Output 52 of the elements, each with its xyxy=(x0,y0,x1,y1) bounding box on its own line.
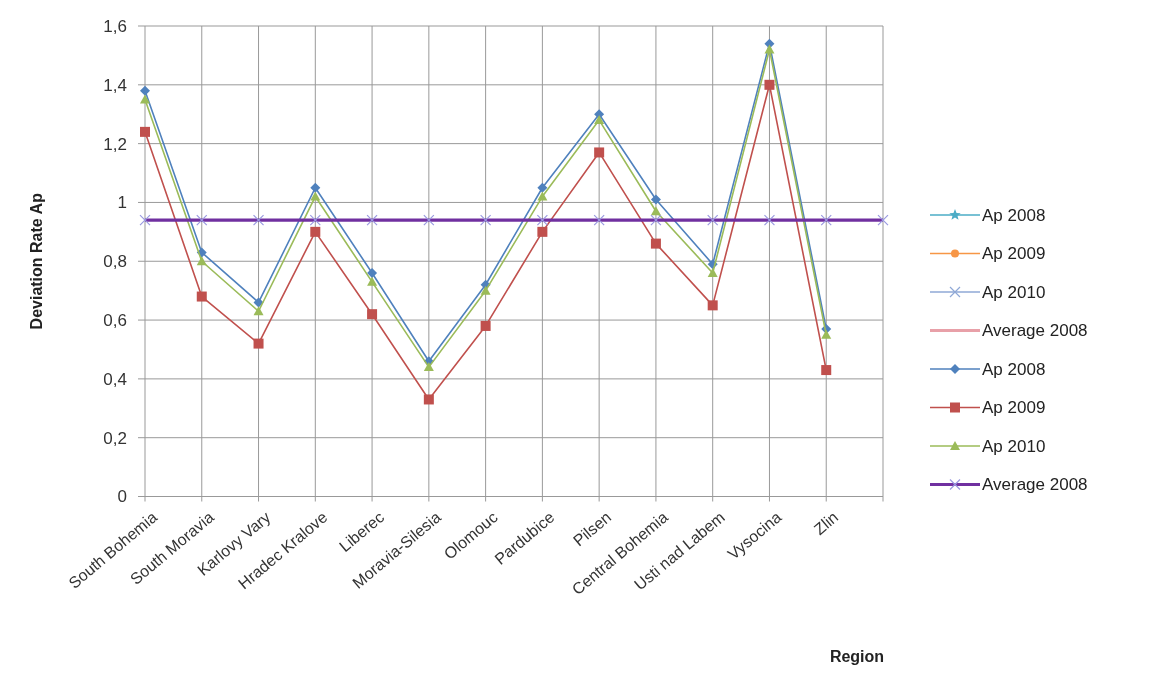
point xyxy=(367,276,378,286)
y-tick-label: 1 xyxy=(117,193,127,213)
point xyxy=(310,191,321,201)
point xyxy=(310,226,321,237)
point xyxy=(764,44,775,54)
point xyxy=(423,362,434,372)
point xyxy=(537,182,548,193)
point xyxy=(423,394,434,405)
point xyxy=(821,365,832,376)
point xyxy=(594,115,605,125)
point xyxy=(253,338,264,349)
point xyxy=(594,147,605,158)
y-tick-label: 1,2 xyxy=(103,134,127,154)
y-tick-label: 1,4 xyxy=(103,75,127,95)
point xyxy=(537,226,548,237)
point xyxy=(140,85,150,96)
legend-label: Ap 2008 xyxy=(982,205,1046,225)
x-axis-title: Region xyxy=(829,648,885,665)
legend-label: Ap 2010 xyxy=(982,282,1046,302)
legend-label: Ap 2009 xyxy=(982,244,1046,264)
point xyxy=(650,194,661,205)
point xyxy=(537,191,548,201)
point xyxy=(310,182,321,193)
legend-label: Ap 2008 xyxy=(982,359,1046,379)
legend-label: Average 2008 xyxy=(982,475,1088,495)
y-axis-title: Deviation Rate Ap xyxy=(28,192,45,330)
point xyxy=(480,320,491,331)
y-tick-label: 0,6 xyxy=(103,311,127,331)
point xyxy=(196,291,207,302)
point xyxy=(707,268,718,278)
point xyxy=(253,297,264,308)
y-tick-label: 0,2 xyxy=(103,428,127,448)
point xyxy=(140,94,150,104)
legend-label: Average 2008 xyxy=(982,321,1088,341)
y-tick-label: 0 xyxy=(117,487,127,507)
point xyxy=(480,285,491,295)
point xyxy=(707,300,718,311)
point xyxy=(253,306,264,316)
point xyxy=(367,268,378,279)
point xyxy=(140,126,150,137)
point xyxy=(650,238,661,249)
x-tick-label: Zlin xyxy=(810,508,842,538)
point xyxy=(367,309,378,320)
point xyxy=(764,79,775,90)
point xyxy=(196,256,207,266)
point xyxy=(821,329,832,339)
y-tick-label: 0,8 xyxy=(103,252,127,272)
legend-label: Ap 2010 xyxy=(982,436,1046,456)
legend-label: Ap 2009 xyxy=(982,398,1046,418)
y-tick-label: 0,4 xyxy=(103,369,127,389)
point xyxy=(650,206,661,216)
y-tick-label: 1,6 xyxy=(103,16,127,36)
